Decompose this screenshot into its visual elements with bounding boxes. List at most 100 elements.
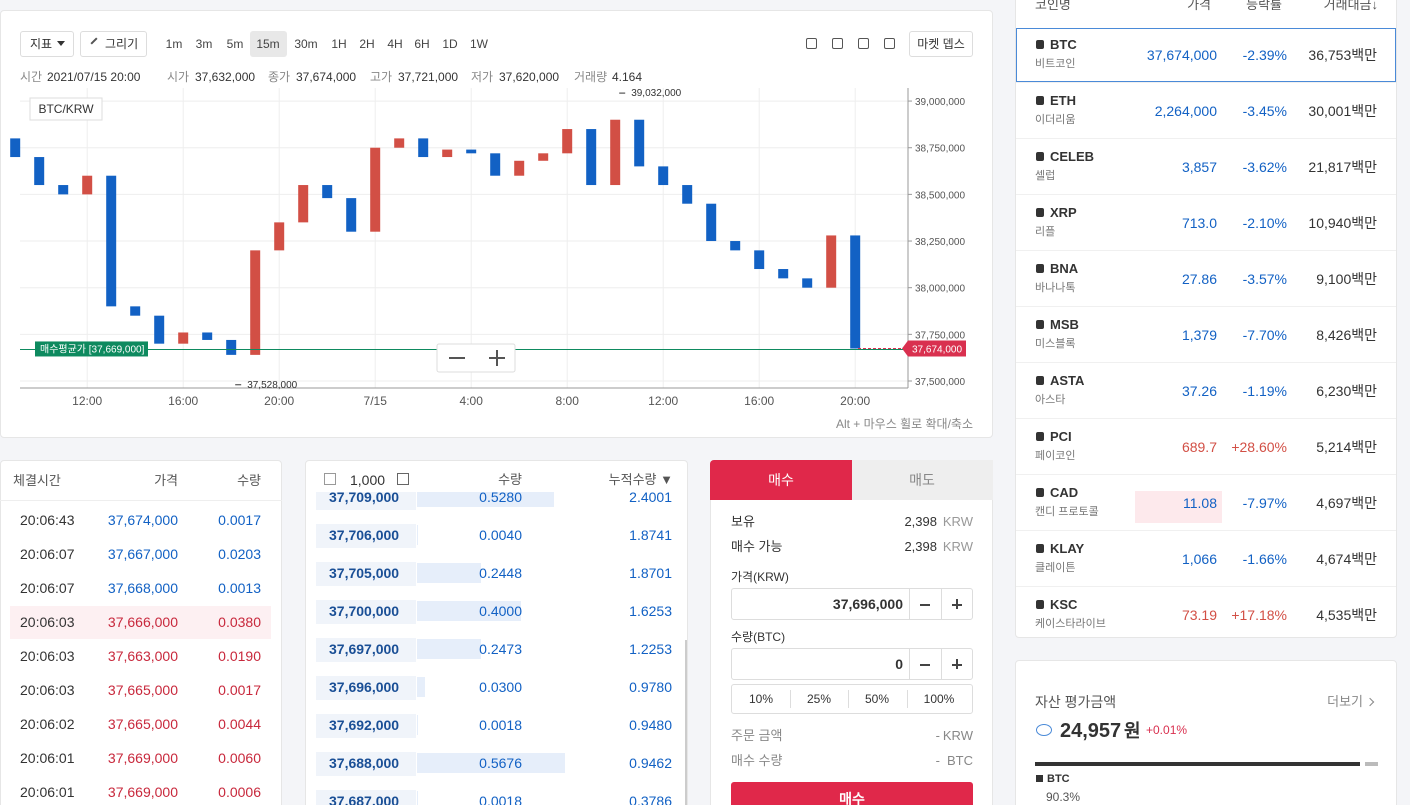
hint: Alt + 마우스 휠로 확대/축소 (835, 417, 973, 431)
percent-button[interactable]: 50% (864, 692, 890, 706)
interval-button[interactable]: 15m (256, 37, 280, 51)
interval-button[interactable]: 1H (331, 37, 347, 51)
interval-button[interactable]: 1W (470, 37, 488, 51)
interval-button[interactable]: 6H (414, 37, 430, 51)
summary-value: - (935, 728, 940, 743)
minus-icon[interactable] (920, 664, 930, 666)
x-tick-label: 8:00 (556, 394, 580, 408)
divider (1016, 306, 1396, 307)
unit-plus[interactable] (397, 473, 409, 485)
market-depth-button[interactable] (909, 31, 973, 57)
tool-icon[interactable] (884, 38, 895, 49)
summary-value: - (935, 753, 940, 768)
eye-icon[interactable] (1036, 724, 1052, 736)
input-box[interactable] (731, 588, 973, 620)
holding-share: 90.3% (1046, 790, 1081, 804)
interval-button[interactable]: 1D (442, 37, 458, 51)
trade-qty: 0.0060 (218, 750, 261, 766)
coin-name: 셀럽 (1035, 170, 1056, 182)
separator (941, 648, 942, 680)
interval-button[interactable]: 3m (195, 37, 213, 51)
qty-bar (417, 677, 425, 697)
column-header: 수량 (498, 472, 522, 487)
orderbook-total: 1.8741 (629, 527, 672, 543)
trade-qty: 0.0017 (218, 512, 261, 528)
more-link[interactable]: 더보기 (1327, 694, 1363, 709)
divider (1016, 82, 1396, 83)
interval-button[interactable]: 2H (359, 37, 375, 51)
trade-qty: 0.0017 (218, 682, 261, 698)
candle (754, 250, 765, 270)
trade-price: 37,674,000 (107, 512, 178, 528)
coin-row[interactable] (1016, 28, 1396, 82)
submit-button[interactable] (731, 782, 973, 805)
percent-button[interactable]: 100% (923, 692, 955, 706)
price-cell (316, 790, 416, 805)
orderbook-price: 37,696,000 (329, 679, 400, 695)
interval-button[interactable]: 5m (226, 37, 244, 51)
interval-button[interactable]: 1m (165, 37, 183, 51)
y-tick-label: 37,750,000 (915, 330, 965, 341)
coin-icon (1036, 544, 1044, 553)
divider (1016, 250, 1396, 251)
ohlc-label: 거래량 (574, 70, 608, 84)
coin-volume: 4,674백만 (1316, 551, 1377, 567)
trade-time: 20:06:03 (20, 648, 75, 664)
candle (682, 185, 693, 204)
orderbook-price: 37,705,000 (329, 565, 400, 581)
submit-label[interactable]: 매수 (839, 791, 865, 805)
ohlc-value: 4.164 (612, 70, 643, 84)
plus-icon (956, 659, 958, 669)
input-box[interactable] (731, 648, 973, 680)
x-tick-label: 20:00 (264, 394, 294, 408)
sell-tab[interactable] (852, 460, 993, 500)
tool-icon[interactable] (806, 38, 817, 49)
tab-label[interactable]: 매도 (909, 472, 935, 488)
coin-symbol: BTC (1050, 37, 1077, 52)
coin-change: -3.45% (1242, 103, 1287, 119)
minus-icon[interactable] (920, 604, 930, 606)
x-tick-label: 12:00 (648, 394, 678, 408)
percent-button[interactable]: 10% (748, 692, 774, 706)
tab-label[interactable]: 매수 (768, 472, 794, 488)
column-header: 가격 (1187, 0, 1211, 12)
ohlc-value: 37,674,000 (296, 70, 357, 84)
label: 지표 (30, 37, 53, 51)
interval-button[interactable]: 30m (294, 37, 318, 51)
draw-button[interactable] (80, 31, 147, 57)
candle (490, 153, 501, 176)
active-interval-bg (250, 31, 287, 57)
percent-button[interactable]: 25% (806, 692, 832, 706)
column-header: 코인명 (1035, 0, 1071, 12)
coin-symbol: MSB (1050, 317, 1079, 332)
candle (634, 119, 645, 167)
avg-price-label: 매수평균가 [37,669,000] (40, 343, 145, 355)
buy-tab[interactable] (710, 460, 852, 500)
candle (322, 185, 333, 199)
tool-icon[interactable] (832, 38, 843, 49)
coin-icon (1036, 432, 1044, 441)
x-tick-label: 16:00 (744, 394, 774, 408)
indicator-button[interactable] (20, 31, 74, 57)
coin-price: 689.7 (1181, 439, 1217, 455)
checkbox[interactable] (324, 473, 336, 485)
coin-panel (1015, 0, 1397, 638)
interval-button[interactable]: 4H (387, 37, 403, 51)
last-price-box (902, 340, 966, 357)
tool-icon[interactable] (858, 38, 869, 49)
trade-time: 20:06:01 (20, 784, 75, 800)
asset-bar (1035, 762, 1360, 766)
coin-volume: 4,535백만 (1316, 607, 1377, 623)
candle (562, 129, 573, 154)
orderbook-total: 0.9462 (629, 755, 672, 771)
candle (706, 203, 717, 242)
coin-name: 클레이튼 (1035, 562, 1076, 574)
coin-name: 미스블록 (1035, 338, 1076, 350)
field-value: 2,398 (904, 539, 937, 554)
flash-bg (1135, 491, 1222, 523)
coin-symbol: CAD (1050, 485, 1079, 500)
coin-icon (1036, 600, 1044, 609)
coin-volume: 6,230백만 (1316, 383, 1377, 399)
coin-symbol: ASTA (1050, 373, 1085, 388)
trade-price: 37,669,000 (107, 750, 178, 766)
